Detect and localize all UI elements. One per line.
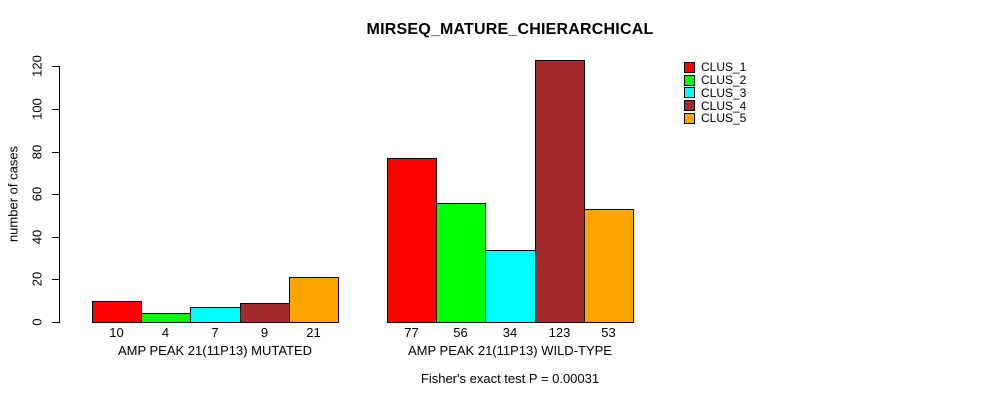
- group-axis-label: AMP PEAK 21(11P13) WILD-TYPE: [408, 343, 612, 358]
- y-axis-tick: [52, 236, 59, 238]
- group-axis-label: AMP PEAK 21(11P13) MUTATED: [117, 343, 313, 358]
- bar-value-label: 123: [548, 325, 571, 340]
- bar-clus_4-group2: [535, 60, 585, 323]
- legend-label: CLUS_2: [701, 73, 747, 88]
- chart-title: MIRSEQ_MATURE_CHIERARCHICAL: [366, 21, 654, 38]
- legend-swatch-icon: [684, 112, 695, 124]
- y-axis-tick: [52, 278, 59, 280]
- legend-label: CLUS_3: [701, 85, 747, 100]
- legend: CLUS_1 CLUS_2 CLUS_3 CLUS_4 CLUS_5: [684, 60, 747, 126]
- y-axis-tick-label: 120: [29, 55, 45, 78]
- bar-clus_2-group1: [141, 313, 191, 323]
- bar-clus_1-group2: [387, 158, 437, 323]
- bar-clus_2-group2: [436, 203, 486, 323]
- legend-swatch-icon: [684, 100, 695, 112]
- y-axis-tick-label: 100: [29, 98, 45, 120]
- y-axis-tick: [52, 193, 59, 195]
- bar-value-label: 7: [211, 325, 219, 340]
- y-axis-tick-label: 80: [29, 144, 45, 159]
- y-axis-tick: [52, 65, 59, 67]
- y-axis-tick-label: 40: [29, 229, 45, 245]
- legend-label: CLUS_4: [701, 98, 747, 113]
- bar-value-label: 4: [161, 325, 170, 340]
- y-axis-tick: [52, 108, 59, 110]
- y-axis-tick: [52, 151, 59, 153]
- caption-fisher-test: Fisher's exact test P = 0.00031: [420, 371, 600, 386]
- y-axis-tick: [52, 321, 59, 323]
- y-axis-tick-label: 60: [29, 186, 45, 202]
- bar-clus_3-group1: [190, 307, 241, 323]
- bar-value-label: 77: [404, 325, 419, 340]
- bar-value-label: 9: [260, 325, 269, 340]
- legend-label: CLUS_1: [701, 60, 747, 75]
- y-axis-label: number of cases: [5, 145, 21, 243]
- legend-item-clus_4: CLUS_4: [684, 98, 747, 113]
- legend-swatch-icon: [684, 61, 695, 73]
- bar-value-label: 21: [306, 325, 321, 340]
- bar-clus_5-group1: [289, 277, 339, 323]
- bar-clus_4-group1: [240, 303, 290, 323]
- legend-item-clus_2: CLUS_2: [684, 73, 747, 88]
- legend-item-clus_1: CLUS_1: [684, 60, 747, 75]
- y-axis-tick-label: 20: [29, 272, 45, 287]
- legend-item-clus_5: CLUS_5: [684, 111, 747, 126]
- bar-value-label: 53: [601, 325, 616, 340]
- y-axis-tick-label: 0: [29, 318, 45, 326]
- bar-value-label: 10: [109, 325, 124, 340]
- legend-swatch-icon: [684, 74, 695, 86]
- bar-value-label: 56: [453, 325, 468, 340]
- legend-swatch-icon: [684, 87, 695, 99]
- legend-label: CLUS_5: [701, 111, 747, 126]
- bar-clus_1-group1: [92, 301, 142, 323]
- bar-clus_3-group2: [485, 250, 536, 323]
- y-axis-line: [59, 66, 60, 323]
- bar-value-label: 34: [502, 325, 518, 340]
- legend-item-clus_3: CLUS_3: [684, 85, 747, 100]
- bar-clus_5-group2: [584, 209, 634, 323]
